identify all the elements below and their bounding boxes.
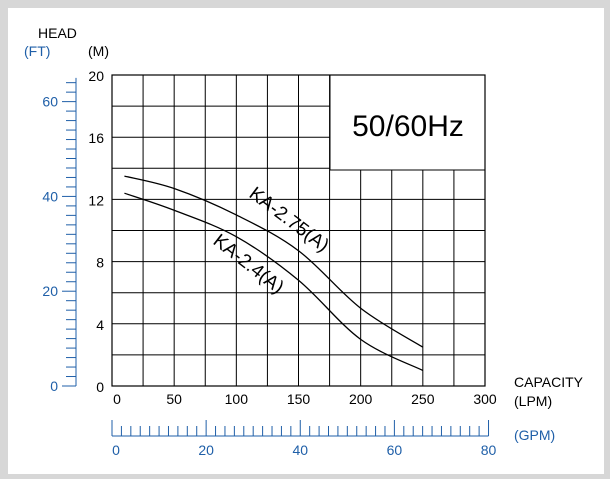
x-tick-label-lpm: 150 — [287, 391, 311, 407]
x2-tick-label-gpm: 0 — [112, 442, 120, 458]
series-line-2 — [124, 192, 424, 372]
series-label-2: KA-2.4(A) — [209, 230, 288, 298]
x-ruler-gpm: 0 20 40 60 80 — [111, 420, 497, 458]
y-axis-unit-m: (M) — [88, 43, 109, 59]
y-tick-label-m: 8 — [96, 255, 104, 271]
y-axis-unit-ft: (FT) — [24, 43, 50, 59]
x-tick-label-lpm: 50 — [166, 391, 182, 407]
series-label-1: KA-2.75(A) — [245, 183, 333, 256]
x-tick-label-lpm: 200 — [349, 391, 373, 407]
y-tick-label-ft: 0 — [50, 378, 58, 394]
x2-tick-label-gpm: 60 — [387, 442, 403, 458]
y-axis-title: HEAD — [38, 25, 77, 41]
y-tick-label-ft: 60 — [42, 94, 58, 110]
chart-panel: 50/60Hz KA-2.75(A) KA-2.4(A) HEAD (FT) (M… — [8, 8, 604, 474]
x-tick-label-lpm: 100 — [225, 391, 249, 407]
x-tick-label-lpm: 300 — [473, 391, 497, 407]
curves: KA-2.75(A)KA-2.4(A) — [124, 175, 424, 372]
x2-tick-label-gpm: 40 — [292, 442, 308, 458]
y-tick-label-m: 0 — [96, 379, 104, 395]
y-ticks-meters: 0 4 8 12 16 20 — [88, 68, 104, 395]
x2-tick-label-gpm: 20 — [198, 442, 214, 458]
x-tick-label-lpm: 0 — [113, 391, 121, 407]
y-tick-label-m: 20 — [88, 68, 104, 84]
x-ticks-lpm: 0 50 100 150 200 250 300 — [113, 391, 497, 407]
y-tick-label-ft: 40 — [42, 188, 58, 204]
y-tick-label-m: 4 — [96, 317, 104, 333]
series-line-1 — [124, 175, 424, 348]
y-tick-label-ft: 20 — [42, 283, 58, 299]
x-axis-title: CAPACITY — [514, 374, 584, 390]
frequency-label: 50/60Hz — [352, 110, 464, 143]
y-tick-label-m: 12 — [88, 192, 104, 208]
x-tick-label-lpm: 250 — [411, 391, 435, 407]
y-ruler-feet: 0 20 40 60 — [42, 77, 77, 394]
x2-tick-label-gpm: 80 — [481, 442, 497, 458]
pump-performance-chart: 50/60Hz KA-2.75(A)KA-2.4(A) HEAD (FT) (M… — [24, 25, 584, 458]
x-axis-unit-lpm: (LPM) — [514, 393, 552, 409]
frequency-box — [329, 74, 486, 171]
plot-frame — [111, 74, 486, 387]
x2-axis-unit-gpm: (GPM) — [514, 427, 555, 443]
y-tick-label-m: 16 — [88, 130, 104, 146]
